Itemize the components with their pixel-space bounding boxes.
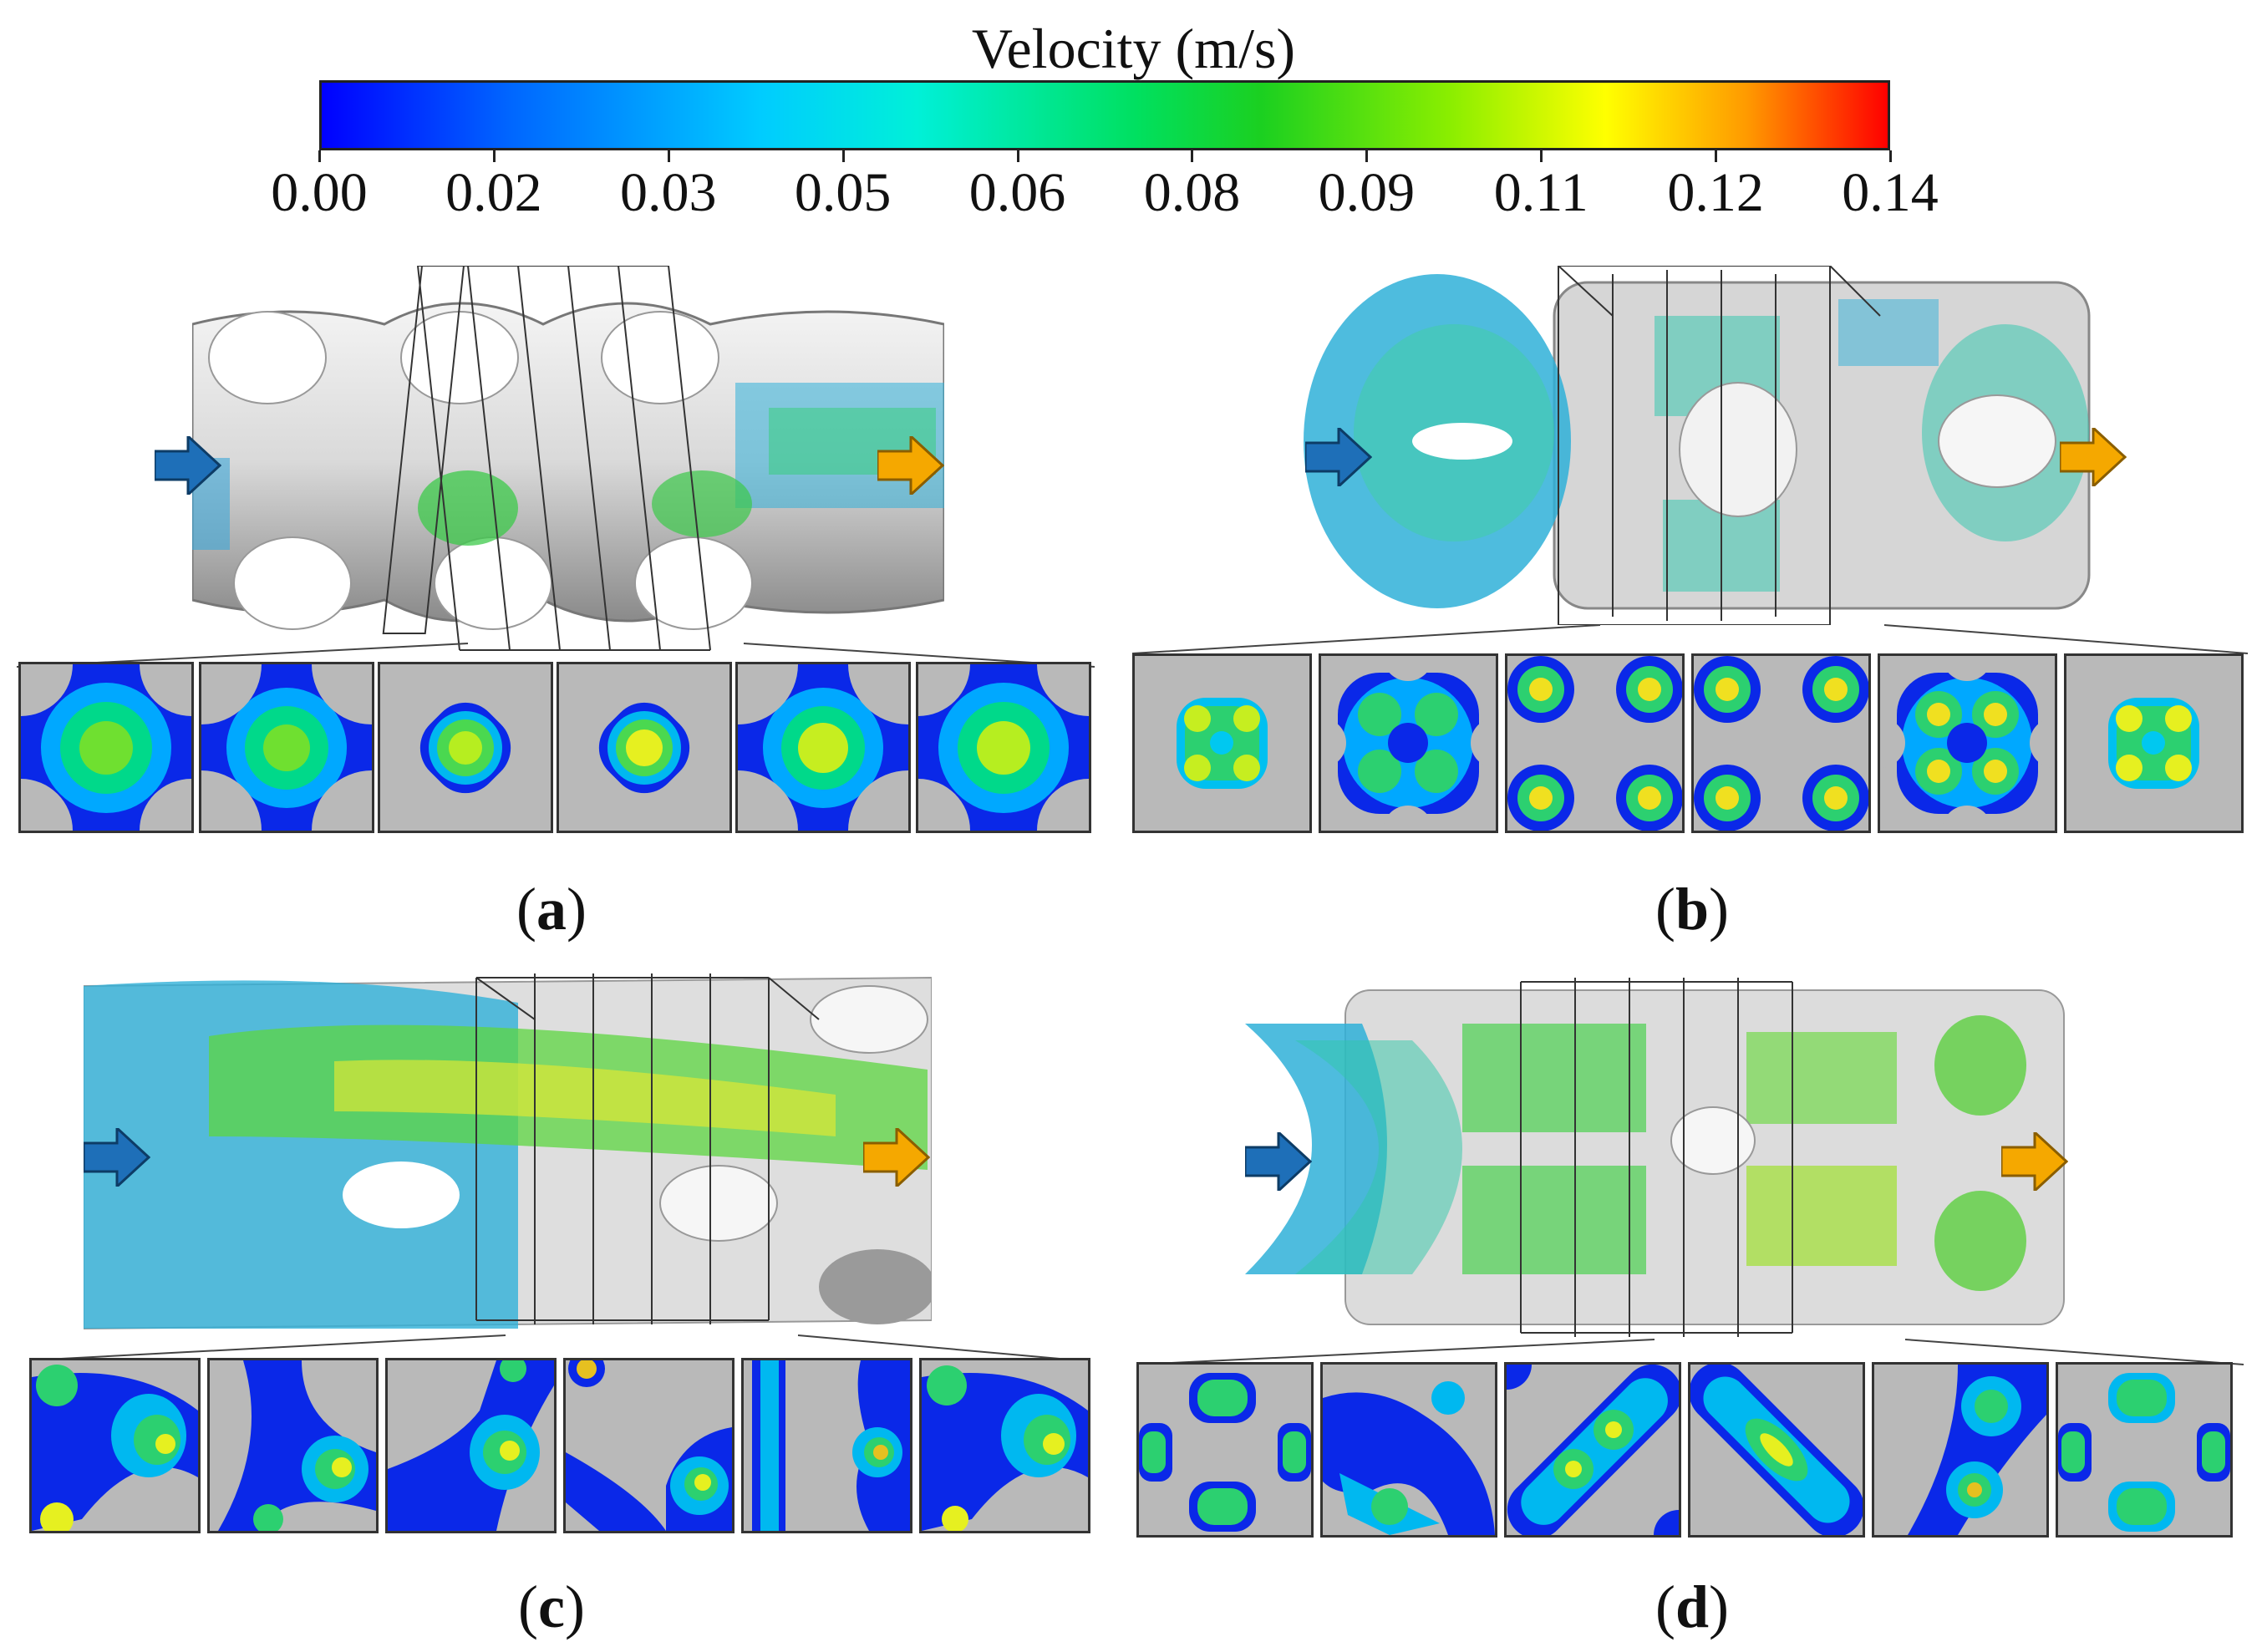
panel-b-inlet-arrow — [1305, 428, 1372, 486]
panel-c-projection-lines — [29, 1334, 1079, 1361]
panel-c-section-4 — [563, 1358, 734, 1533]
colorbar-tick-label: 0.11 — [1493, 162, 1588, 223]
panel-d-label: (d) — [1655, 1573, 1729, 1640]
panel-a-label: (a) — [516, 876, 587, 943]
panel-a-section-5 — [735, 662, 911, 833]
panel-d-section-2 — [1320, 1362, 1497, 1538]
colorbar-tick-label: 0.05 — [794, 162, 892, 223]
colorbar-tick-label: 0.03 — [620, 162, 717, 223]
colorbar-tick-label: 0.06 — [968, 162, 1066, 223]
velocity-colorbar — [319, 80, 1890, 150]
panel-c-inlet-arrow — [84, 1128, 150, 1187]
panel-a-section-1 — [18, 662, 194, 833]
panel-b-section-1 — [1132, 653, 1312, 833]
panel-b-section-5 — [1878, 653, 2057, 833]
colorbar-title: Velocity (m/s) — [971, 17, 1296, 80]
colorbar-tick-mark — [841, 150, 845, 162]
panel-c-3d-model — [84, 969, 932, 1337]
colorbar-tick-mark — [1540, 150, 1543, 162]
panel-d-projection-lines — [1136, 1339, 2244, 1365]
panel-b-section-3 — [1505, 653, 1685, 833]
panel-b-outlet-arrow — [2060, 428, 2127, 486]
panel-c-section-3 — [385, 1358, 557, 1533]
panel-b-section-6 — [2064, 653, 2244, 833]
panel-d-inlet-arrow — [1245, 1132, 1312, 1191]
panel-b-3d-model — [1304, 266, 2131, 625]
colorbar-tick-label: 0.02 — [445, 162, 542, 223]
colorbar-tick-mark — [492, 150, 496, 162]
panel-c-section-2 — [207, 1358, 379, 1533]
panel-b-section-2 — [1319, 653, 1498, 833]
colorbar-tick-label: 0.14 — [1842, 162, 1939, 223]
colorbar-tick-mark — [1365, 150, 1369, 162]
panel-b-section-4 — [1691, 653, 1871, 833]
panel-c-section-6 — [919, 1358, 1090, 1533]
panel-a-section-3 — [378, 662, 553, 833]
panel-a-3d-model — [192, 266, 944, 658]
panel-d-section-6 — [2056, 1362, 2233, 1538]
panel-c-section-5 — [741, 1358, 912, 1533]
panel-a-inlet-arrow — [155, 436, 221, 495]
colorbar-tick-mark — [1191, 150, 1194, 162]
colorbar-tick-label: 0.12 — [1667, 162, 1764, 223]
panel-c-section-1 — [29, 1358, 201, 1533]
panel-c-label: (c) — [518, 1573, 585, 1640]
panel-b-label: (b) — [1655, 876, 1729, 943]
colorbar-tick-mark — [1715, 150, 1718, 162]
colorbar-tick-mark — [1016, 150, 1019, 162]
panel-a-section-2 — [199, 662, 374, 833]
colorbar-tick-mark — [667, 150, 670, 162]
colorbar-tick-label: 0.08 — [1143, 162, 1241, 223]
panel-d-outlet-arrow — [2001, 1132, 2068, 1191]
panel-d-3d-model — [1245, 973, 2072, 1341]
colorbar-tick-label: 0.09 — [1318, 162, 1416, 223]
panel-d-section-3 — [1504, 1362, 1681, 1538]
panel-d-section-4 — [1688, 1362, 1865, 1538]
colorbar-tick-mark — [318, 150, 321, 162]
colorbar-tick-label: 0.00 — [271, 162, 368, 223]
panel-d-section-5 — [1872, 1362, 2049, 1538]
colorbar-tick-mark — [1889, 150, 1892, 162]
panel-b-projection-lines — [1132, 624, 2249, 654]
panel-c-outlet-arrow — [863, 1128, 930, 1187]
panel-d-section-1 — [1136, 1362, 1314, 1538]
panel-a-outlet-arrow — [877, 436, 944, 495]
panel-a-section-4 — [557, 662, 732, 833]
panel-a-section-6 — [916, 662, 1091, 833]
